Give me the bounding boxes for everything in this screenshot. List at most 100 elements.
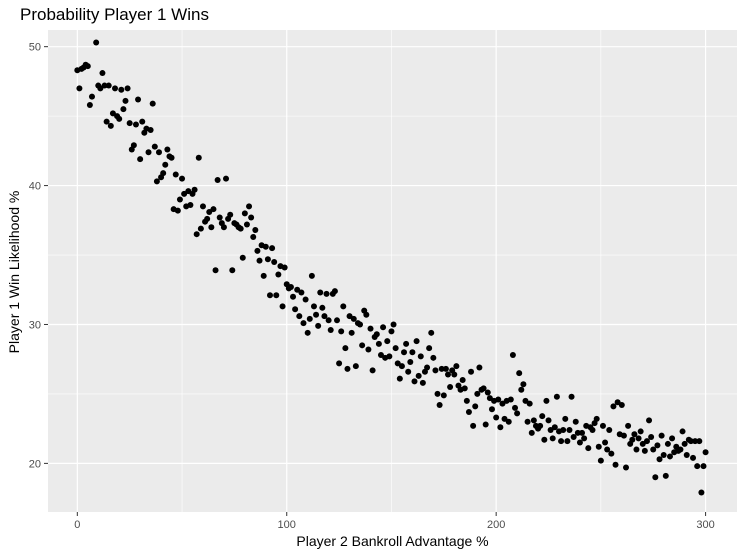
data-point <box>208 224 215 231</box>
data-point <box>237 225 244 232</box>
data-point <box>227 211 234 218</box>
data-point <box>633 446 640 453</box>
data-point <box>568 393 575 400</box>
data-point <box>493 414 500 421</box>
data-point <box>204 215 211 222</box>
data-point <box>608 450 615 457</box>
data-point <box>488 406 495 413</box>
data-point <box>342 345 349 352</box>
y-axis-ticks: 20 30 40 50 <box>29 42 48 470</box>
data-point <box>350 315 357 322</box>
data-point <box>495 396 502 403</box>
data-point <box>612 461 619 468</box>
plot-panel <box>48 30 737 512</box>
data-point <box>543 397 550 404</box>
data-point <box>179 175 186 182</box>
data-point <box>398 363 405 370</box>
data-point <box>696 438 703 445</box>
data-point <box>631 431 638 438</box>
data-point <box>610 403 617 410</box>
data-points <box>74 39 709 496</box>
data-point <box>405 368 412 375</box>
data-point <box>187 202 194 209</box>
data-point <box>135 96 142 103</box>
data-point <box>461 385 468 392</box>
data-point <box>260 272 267 279</box>
data-point <box>599 422 606 429</box>
data-point <box>101 82 108 89</box>
data-point <box>197 225 204 232</box>
data-point <box>419 379 426 386</box>
data-point <box>223 175 230 182</box>
data-point <box>618 402 625 409</box>
data-point <box>367 325 374 332</box>
x-tick-label: 0 <box>74 519 80 531</box>
data-point <box>84 63 91 70</box>
x-axis-label: Player 2 Bankroll Advantage % <box>296 533 489 549</box>
data-point <box>574 429 581 436</box>
data-point <box>88 93 95 100</box>
data-point <box>112 85 119 92</box>
data-point <box>681 440 688 447</box>
data-point <box>442 365 449 372</box>
data-point <box>281 264 288 271</box>
data-point <box>296 313 303 320</box>
y-tick-label: 20 <box>29 458 41 470</box>
data-point <box>602 439 609 446</box>
data-point <box>269 245 276 252</box>
data-point <box>677 446 684 453</box>
data-point <box>344 365 351 372</box>
data-point <box>589 427 596 434</box>
data-point <box>662 472 669 479</box>
data-point <box>103 118 110 125</box>
data-point <box>331 288 338 295</box>
x-axis-ticks: 0 100 200 300 <box>74 512 715 531</box>
data-point <box>539 413 546 420</box>
data-point <box>334 317 341 324</box>
data-point <box>325 317 332 324</box>
data-point <box>348 329 355 336</box>
data-point <box>93 39 100 46</box>
data-point <box>424 364 431 371</box>
data-point <box>229 267 236 274</box>
data-point <box>570 433 577 440</box>
data-point <box>595 443 602 450</box>
data-point <box>369 367 376 374</box>
data-point <box>401 349 408 356</box>
data-point <box>507 396 514 403</box>
data-point <box>210 206 217 213</box>
data-point <box>432 367 439 374</box>
data-point <box>637 428 644 435</box>
data-point <box>279 303 286 310</box>
data-point <box>453 363 460 370</box>
data-point <box>654 442 661 449</box>
data-point <box>430 354 437 361</box>
data-point <box>537 422 544 429</box>
data-point <box>304 329 311 336</box>
data-point <box>359 342 366 349</box>
data-point <box>396 375 403 382</box>
data-point <box>384 338 391 345</box>
data-point <box>652 474 659 481</box>
data-point <box>694 463 701 470</box>
data-point <box>447 383 454 390</box>
data-point <box>514 410 521 417</box>
data-point <box>262 243 269 250</box>
data-point <box>246 203 253 210</box>
minor-gridlines <box>48 30 737 512</box>
data-point <box>149 100 156 107</box>
data-point <box>549 435 556 442</box>
data-point <box>411 378 418 385</box>
data-point <box>426 345 433 352</box>
data-point <box>317 289 324 296</box>
data-point <box>76 85 83 92</box>
data-point <box>306 315 313 322</box>
data-point <box>698 489 705 496</box>
data-point <box>147 127 154 134</box>
data-point <box>403 340 410 347</box>
data-point <box>625 422 632 429</box>
data-point <box>239 254 246 261</box>
data-point <box>585 445 592 452</box>
data-point <box>287 283 294 290</box>
data-point <box>357 321 364 328</box>
